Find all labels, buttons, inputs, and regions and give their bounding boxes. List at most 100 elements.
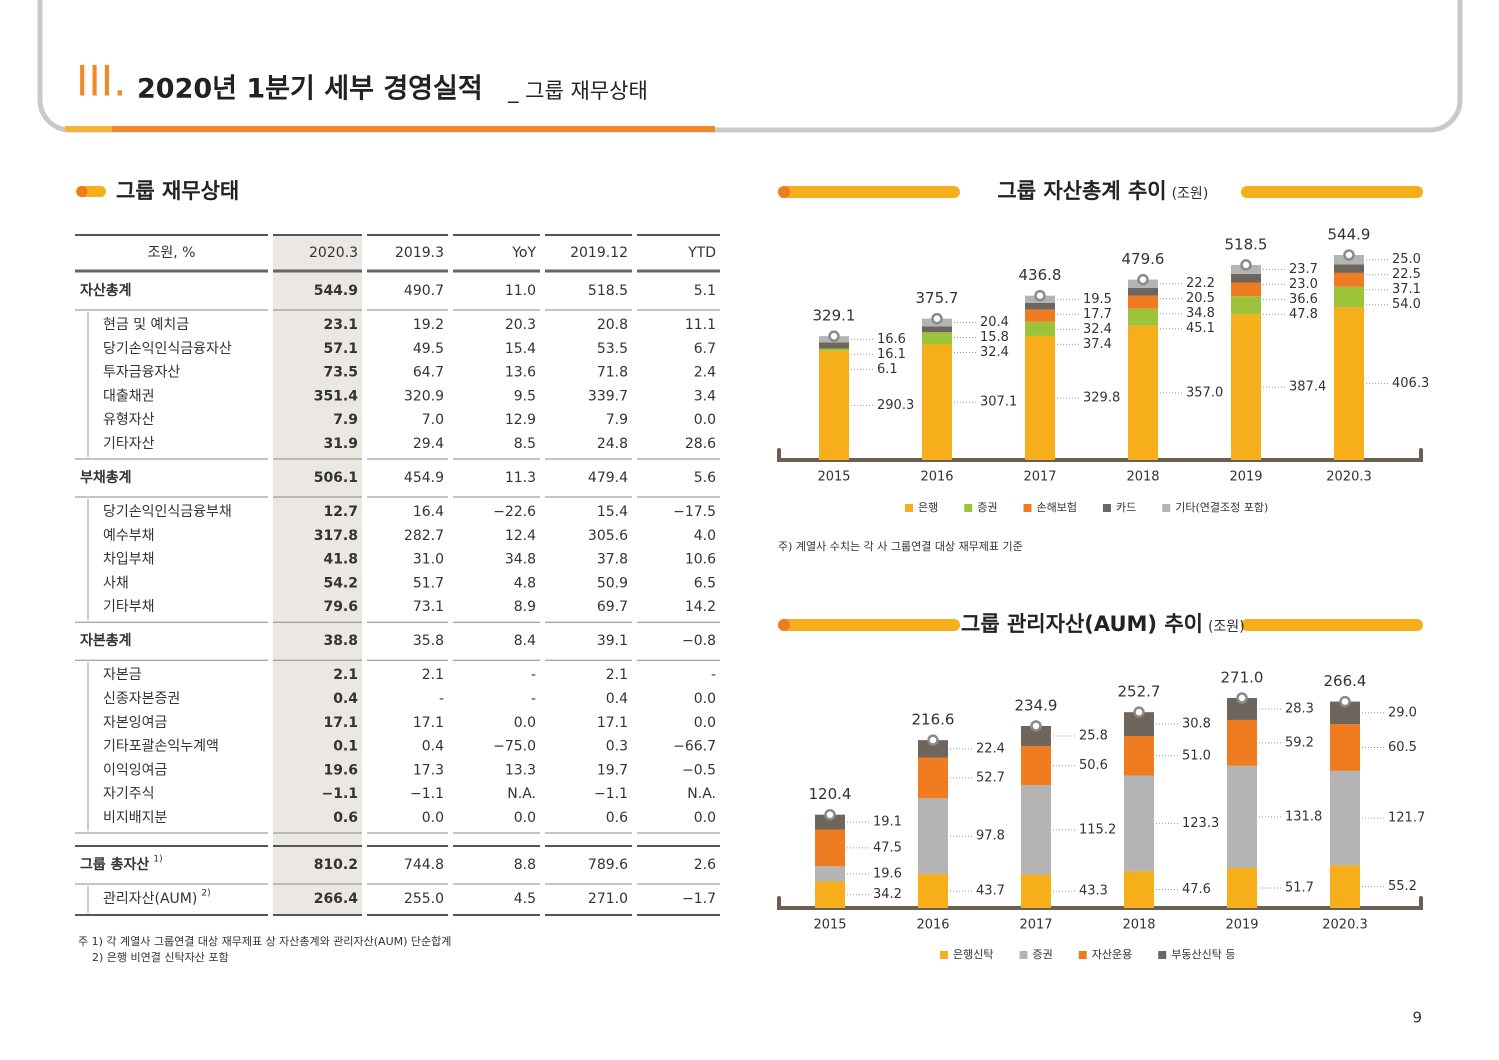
data-label: 97.8 (976, 829, 1005, 844)
cell: 12.7 (323, 504, 358, 520)
chart-unit: (조원) (1208, 619, 1245, 635)
cell: 11.3 (505, 470, 536, 486)
cell: 31.9 (323, 436, 358, 452)
bar-segment (1330, 724, 1360, 771)
data-label: 47.8 (1289, 307, 1318, 322)
row-label: 신종자본증권 (103, 691, 180, 707)
header-frame (37, 0, 1463, 133)
data-label: 16.1 (877, 347, 906, 362)
data-label: 19.6 (873, 866, 902, 881)
cell: 5.6 (694, 470, 716, 486)
total-marker (1030, 720, 1042, 732)
cell: 518.5 (588, 283, 628, 299)
total-marker (824, 808, 836, 821)
row-label: 대출채권 (103, 388, 155, 404)
cell: 2.1 (606, 667, 628, 683)
data-label: 357.0 (1186, 385, 1223, 400)
row-label: 당기손익인식금융부채 (103, 504, 232, 520)
bar-segment (1330, 770, 1360, 866)
cell: 305.6 (588, 528, 628, 544)
cell: 17.1 (323, 715, 358, 731)
total-label: 479.6 (1122, 250, 1165, 268)
data-label: 36.6 (1289, 292, 1318, 307)
cell: 38.8 (323, 633, 358, 649)
data-label: 290.3 (877, 398, 914, 413)
total-marker (1133, 706, 1145, 718)
bar-segment (1227, 765, 1257, 868)
row-label: 그룹 총자산 (80, 856, 149, 873)
cell: 454.9 (404, 470, 444, 486)
data-label: 32.4 (1083, 322, 1112, 337)
bar-segment (1231, 314, 1261, 460)
x-tick-label: 2018 (1122, 918, 1155, 933)
legend-label: 자산운용 (1092, 948, 1132, 961)
total-label: 252.7 (1118, 683, 1161, 701)
legend-label: 카드 (1116, 501, 1136, 514)
row-label: 자본금 (103, 667, 142, 683)
bar-segment (1025, 321, 1055, 336)
data-label: 43.3 (1079, 884, 1108, 899)
x-tick-label: 2015 (817, 470, 850, 485)
cell: 16.4 (413, 504, 444, 520)
data-label: 329.8 (1083, 390, 1120, 405)
cell: 11.1 (685, 317, 716, 333)
total-label: 271.0 (1221, 669, 1264, 687)
data-label: 34.2 (873, 887, 902, 902)
data-label: 47.5 (873, 840, 902, 855)
data-label: 29.0 (1388, 705, 1417, 720)
bar-segment (1128, 325, 1158, 460)
data-label: 406.3 (1392, 376, 1429, 391)
cell: 0.0 (422, 810, 444, 826)
cell: 255.0 (404, 891, 444, 907)
legend-swatch (940, 951, 948, 959)
legend-label: 증권 (1032, 948, 1052, 961)
data-label: 34.8 (1186, 306, 1215, 321)
cell: 41.8 (323, 552, 358, 568)
bar-segment (1334, 272, 1364, 287)
total-marker (1343, 249, 1355, 261)
bar-segment (1124, 712, 1154, 737)
cell: −0.5 (682, 762, 716, 778)
data-label: 45.1 (1186, 321, 1215, 336)
cell: 7.9 (606, 412, 628, 428)
cell: 8.4 (514, 633, 536, 649)
data-label: 17.7 (1083, 307, 1112, 322)
data-label: 307.1 (980, 395, 1017, 410)
cell: 15.4 (505, 341, 536, 357)
cell: 3.4 (694, 388, 716, 404)
cell: 11.0 (505, 283, 536, 299)
cell: 29.4 (413, 436, 444, 452)
bar-segment (1124, 775, 1154, 872)
cell: 6.5 (694, 575, 716, 591)
bar-segment (1334, 264, 1364, 273)
bar-segment (1227, 867, 1257, 908)
cell: 544.9 (314, 283, 358, 299)
total-marker (828, 330, 840, 342)
cell: 0.0 (694, 691, 716, 707)
data-label: 22.5 (1392, 267, 1421, 282)
cell: 35.8 (413, 633, 444, 649)
row-label: 유형자산 (103, 412, 155, 428)
x-tick-label: 2017 (1019, 918, 1052, 933)
cell: 317.8 (314, 528, 358, 544)
cell: 57.1 (323, 341, 358, 357)
bar-segment (819, 348, 849, 351)
title-deco (1241, 619, 1423, 631)
row-label: 자기주식 (103, 786, 155, 802)
cell: 13.3 (505, 762, 536, 778)
bar-segment (1128, 287, 1158, 296)
cell: 4.0 (694, 528, 716, 544)
section-icon (76, 186, 88, 197)
legend-swatch (1023, 504, 1032, 512)
total-label: 436.8 (1019, 266, 1062, 284)
data-label: 47.6 (1182, 882, 1211, 897)
bar-segment (1124, 736, 1154, 776)
page-number: 9 (1412, 1009, 1422, 1027)
data-label: 32.4 (980, 345, 1009, 360)
bar-segment (918, 740, 948, 758)
legend-swatch (1019, 951, 1028, 959)
row-label: 비지배지분 (103, 810, 168, 826)
data-label: 115.2 (1079, 822, 1116, 837)
cell: 17.3 (413, 762, 444, 778)
cell: 24.8 (597, 436, 628, 452)
